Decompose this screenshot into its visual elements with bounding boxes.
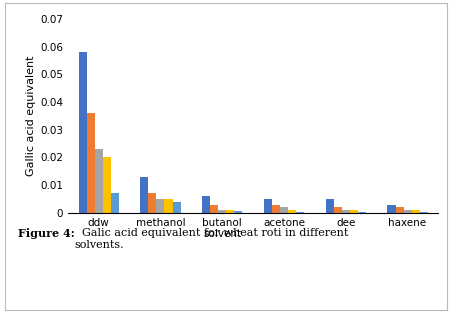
Text: Galic acid equivalent for wheat roti in different
solvents.: Galic acid equivalent for wheat roti in … bbox=[74, 228, 347, 250]
Bar bbox=[210, 204, 218, 213]
Bar bbox=[148, 193, 156, 213]
Bar bbox=[411, 210, 419, 213]
Bar bbox=[395, 207, 403, 213]
Bar bbox=[272, 204, 279, 213]
Bar bbox=[333, 207, 341, 213]
Bar bbox=[234, 212, 242, 213]
Bar bbox=[419, 212, 427, 213]
Bar bbox=[387, 204, 395, 213]
Bar bbox=[341, 209, 349, 213]
Bar bbox=[164, 199, 172, 213]
Bar bbox=[218, 209, 226, 213]
Bar bbox=[156, 199, 164, 213]
Bar bbox=[140, 177, 148, 213]
Bar bbox=[263, 199, 272, 213]
Bar bbox=[279, 207, 287, 213]
Bar bbox=[78, 52, 87, 213]
Bar bbox=[226, 210, 234, 213]
Bar bbox=[287, 210, 295, 213]
Bar bbox=[172, 202, 180, 213]
Bar bbox=[295, 212, 304, 213]
Bar bbox=[403, 210, 411, 213]
Bar bbox=[357, 212, 365, 213]
Y-axis label: Gallic acid equivalent: Gallic acid equivalent bbox=[26, 56, 36, 176]
Bar bbox=[102, 157, 110, 213]
Text: Figure 4:: Figure 4: bbox=[18, 228, 75, 239]
Bar bbox=[325, 199, 333, 213]
Bar bbox=[94, 149, 102, 213]
Bar bbox=[349, 210, 357, 213]
Bar bbox=[110, 193, 119, 213]
Bar bbox=[87, 113, 94, 213]
Bar bbox=[202, 196, 210, 213]
